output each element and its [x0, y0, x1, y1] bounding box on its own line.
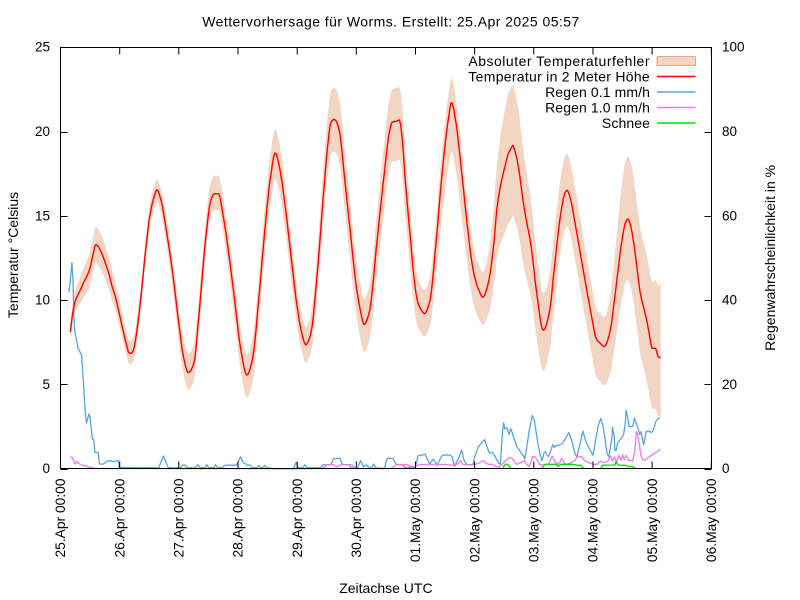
svg-text:20: 20: [722, 377, 737, 392]
svg-text:25: 25: [35, 40, 50, 55]
svg-text:29.Apr 00:00: 29.Apr 00:00: [290, 478, 305, 557]
svg-text:03.May 00:00: 03.May 00:00: [527, 478, 542, 562]
svg-text:25.Apr 00:00: 25.Apr 00:00: [53, 478, 68, 557]
svg-text:05.May 00:00: 05.May 00:00: [645, 478, 660, 562]
svg-text:Schnee: Schnee: [602, 115, 650, 131]
svg-text:30.Apr 00:00: 30.Apr 00:00: [349, 478, 364, 557]
svg-text:10: 10: [35, 293, 50, 308]
svg-text:80: 80: [722, 124, 737, 139]
svg-text:15: 15: [35, 208, 50, 223]
svg-text:Zeitachse UTC: Zeitachse UTC: [339, 580, 432, 596]
svg-text:01.May 00:00: 01.May 00:00: [408, 478, 423, 562]
svg-text:26.Apr 00:00: 26.Apr 00:00: [112, 478, 127, 557]
svg-text:100: 100: [722, 40, 745, 55]
svg-text:20: 20: [35, 124, 50, 139]
svg-text:27.Apr 00:00: 27.Apr 00:00: [172, 478, 187, 557]
svg-text:60: 60: [722, 208, 737, 223]
svg-text:5: 5: [42, 377, 50, 392]
svg-text:Wettervorhersage für Worms. Er: Wettervorhersage für Worms. Erstellt: 25…: [202, 14, 580, 30]
svg-text:Temperatur °Celsius: Temperatur °Celsius: [5, 192, 21, 318]
svg-text:Temperatur in 2 Meter Höhe: Temperatur in 2 Meter Höhe: [468, 69, 650, 85]
svg-text:28.Apr 00:00: 28.Apr 00:00: [231, 478, 246, 557]
svg-text:04.May 00:00: 04.May 00:00: [586, 478, 601, 562]
svg-text:40: 40: [722, 293, 737, 308]
svg-text:Absoluter Temperaturfehler: Absoluter Temperaturfehler: [468, 53, 650, 69]
svg-text:06.May 00:00: 06.May 00:00: [704, 478, 719, 562]
svg-text:0: 0: [42, 461, 50, 476]
svg-text:02.May 00:00: 02.May 00:00: [467, 478, 482, 562]
svg-text:Regen 0.1 mm/h: Regen 0.1 mm/h: [545, 84, 650, 100]
svg-text:Regen 1.0 mm/h: Regen 1.0 mm/h: [545, 100, 650, 116]
svg-text:Regenwahrscheinlichkeit in %: Regenwahrscheinlichkeit in %: [762, 165, 778, 351]
svg-text:0: 0: [722, 461, 730, 476]
